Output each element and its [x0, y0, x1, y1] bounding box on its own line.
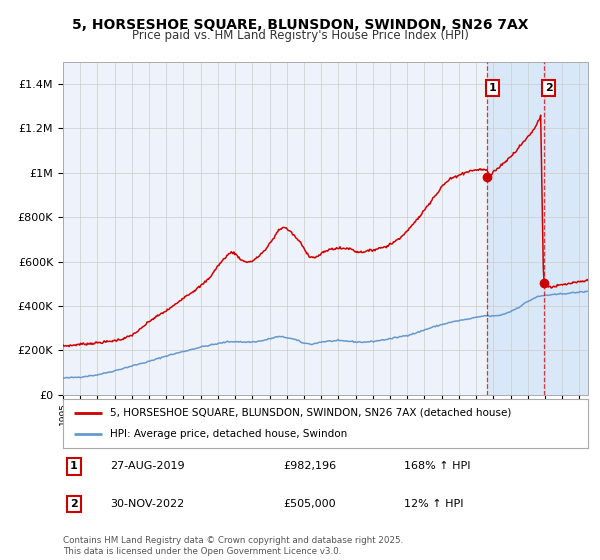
Text: 12% ↑ HPI: 12% ↑ HPI	[404, 500, 464, 510]
Text: 5, HORSESHOE SQUARE, BLUNSDON, SWINDON, SN26 7AX (detached house): 5, HORSESHOE SQUARE, BLUNSDON, SWINDON, …	[110, 408, 512, 418]
Text: 168% ↑ HPI: 168% ↑ HPI	[404, 461, 471, 472]
Text: Price paid vs. HM Land Registry's House Price Index (HPI): Price paid vs. HM Land Registry's House …	[131, 29, 469, 42]
Bar	[487, 62, 588, 395]
Text: £982,196: £982,196	[284, 461, 337, 472]
Text: 2: 2	[545, 83, 553, 94]
Text: 30-NOV-2022: 30-NOV-2022	[110, 500, 185, 510]
Text: Contains HM Land Registry data © Crown copyright and database right 2025.
This d: Contains HM Land Registry data © Crown c…	[63, 536, 403, 556]
Text: 27-AUG-2019: 27-AUG-2019	[110, 461, 185, 472]
Text: 2: 2	[70, 500, 77, 510]
Text: 5, HORSESHOE SQUARE, BLUNSDON, SWINDON, SN26 7AX: 5, HORSESHOE SQUARE, BLUNSDON, SWINDON, …	[72, 18, 528, 32]
Text: 1: 1	[70, 461, 77, 472]
Text: 1: 1	[488, 83, 496, 94]
Text: £505,000: £505,000	[284, 500, 336, 510]
Text: HPI: Average price, detached house, Swindon: HPI: Average price, detached house, Swin…	[110, 429, 347, 439]
